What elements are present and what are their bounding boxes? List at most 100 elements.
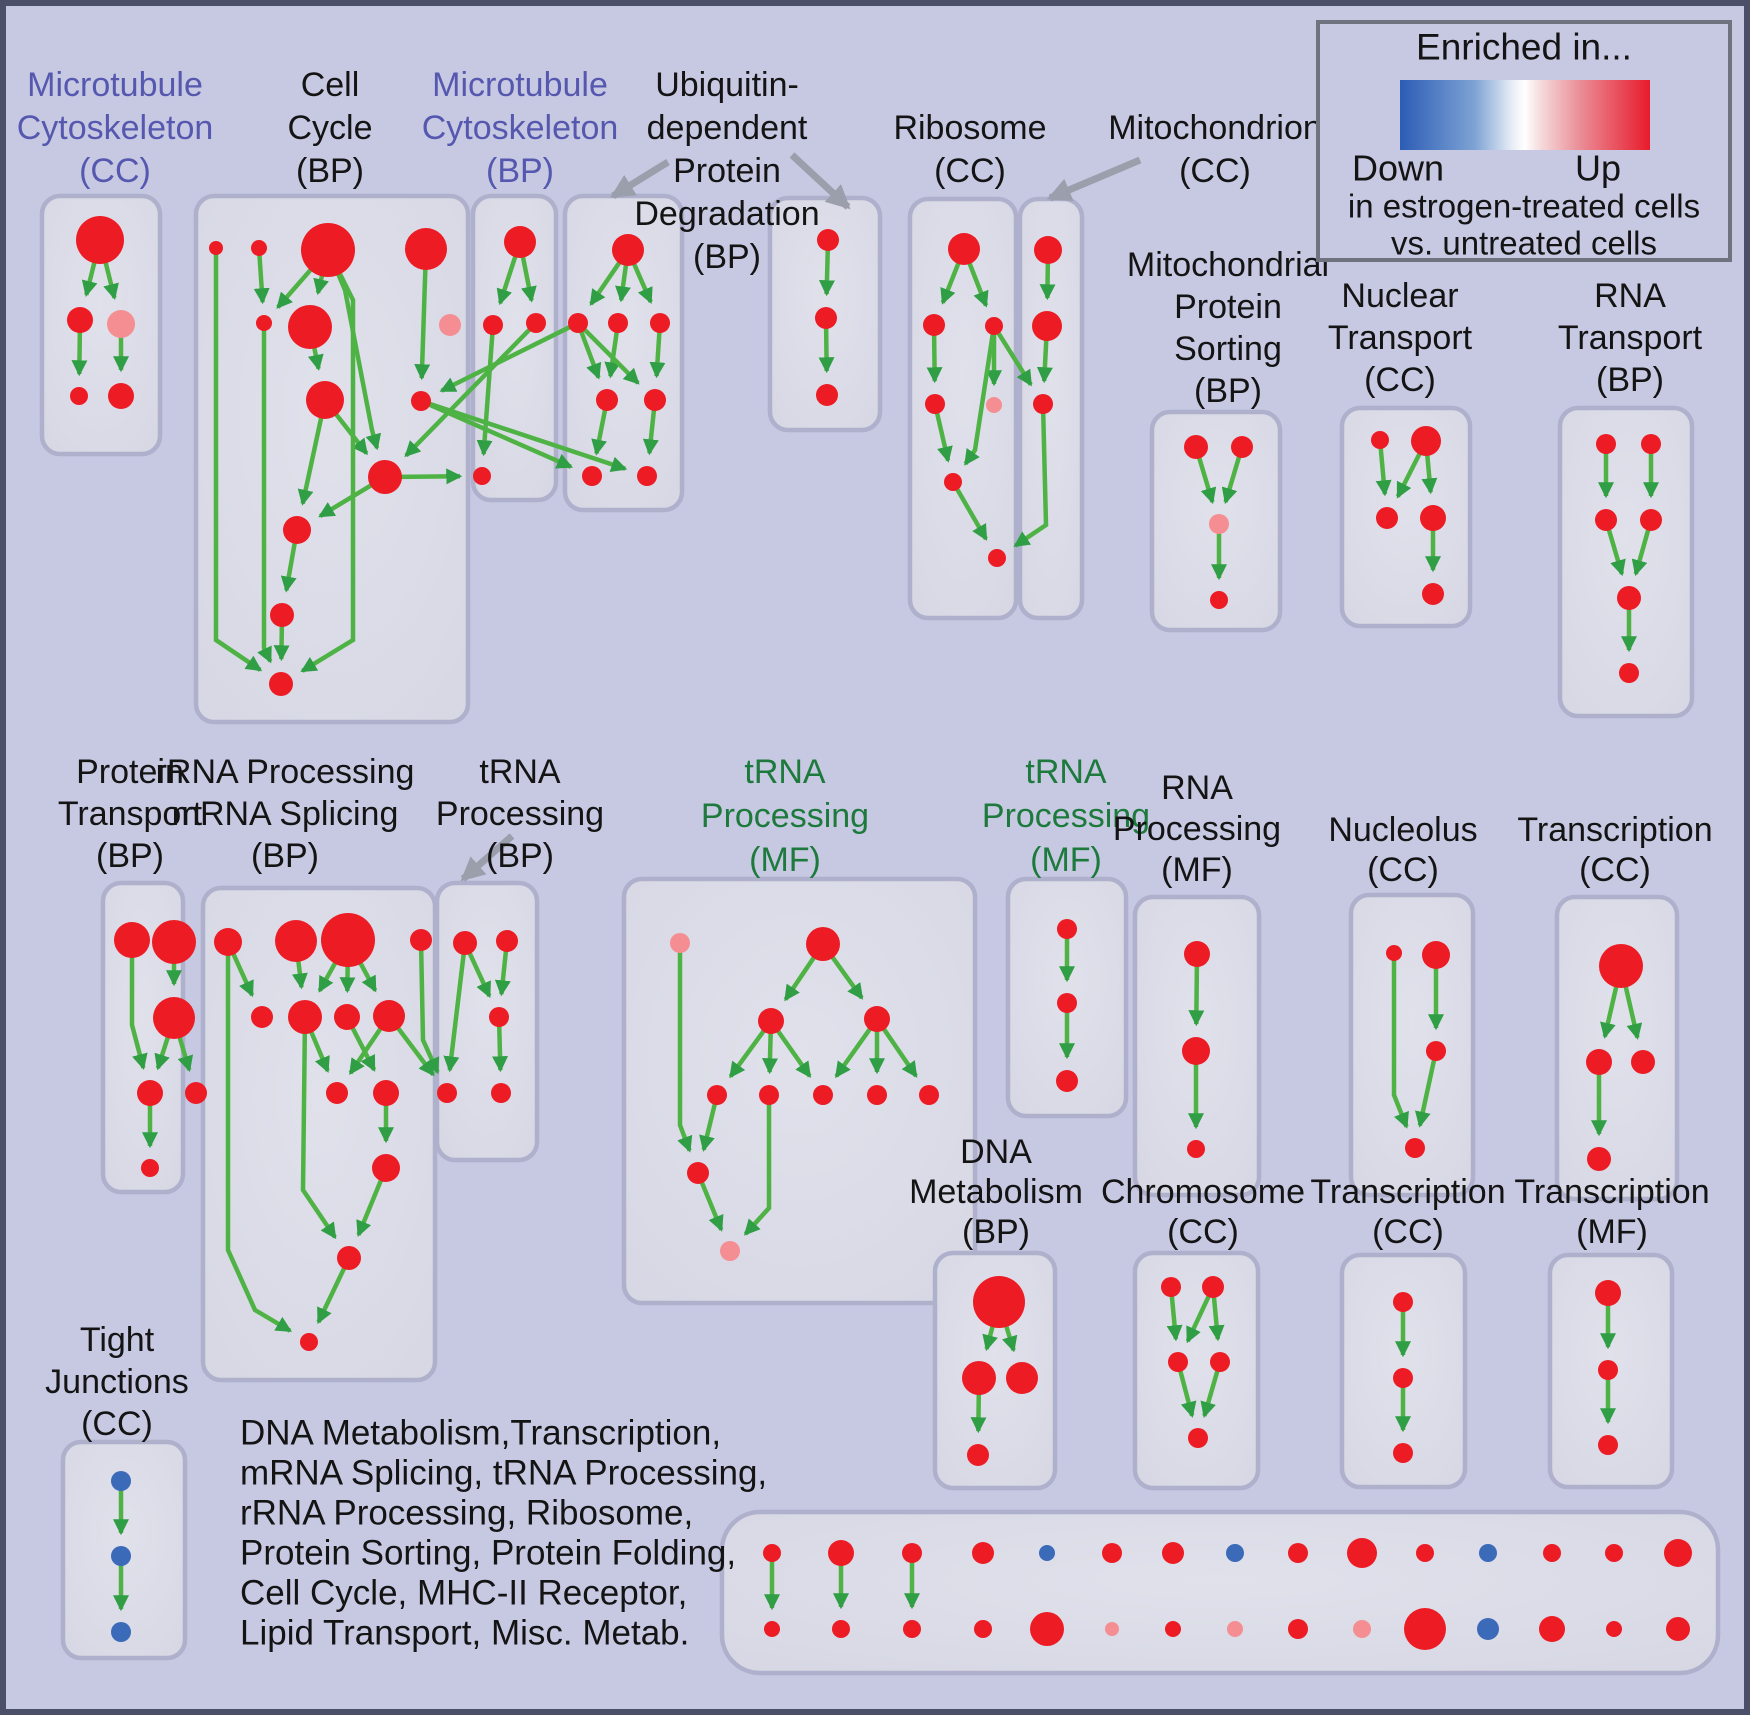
cluster-label-ribosome-line1: (CC): [934, 152, 1006, 190]
edge-trnamf1.2-to-trnamf1.5: [761, 1031, 778, 1075]
go-term-node-rnapmf-2: [1187, 1140, 1205, 1158]
edge-trnamf1.5-to-trnamf1.10: [743, 1103, 772, 1236]
edge-rrna.5-to-rrna.11: [300, 1031, 337, 1240]
go-term-node-mps-1: [1231, 436, 1253, 458]
go-term-node-mt-bp-2: [526, 313, 546, 333]
cluster-label-nt-line0: Nuclear: [1341, 277, 1458, 315]
go-term-node-nucleolus-1: [1422, 941, 1450, 969]
cluster-label-tj-line0: Tight: [80, 1321, 155, 1359]
go-term-node-transcc1-0: [1599, 944, 1643, 988]
cluster-label-nucleolus-line0: Nucleolus: [1328, 811, 1477, 849]
go-term-node-rnat-5: [1619, 663, 1639, 683]
cluster-label-cell-cycle-line0: Cell: [301, 66, 360, 104]
edge-cell-cycle.8-to-ubiq1.6: [427, 402, 573, 469]
go-term-node-ribosome-3: [925, 394, 945, 414]
go-term-node-trnamf2-2: [1056, 1070, 1078, 1092]
strip-node-bottom-13: [1606, 1621, 1622, 1637]
edge-mt-cc.0-to-mt-cc.1: [81, 260, 98, 297]
edge-ubiq1.1-to-ubiq1.5: [582, 327, 640, 385]
go-term-node-trnabp-2: [489, 1007, 509, 1027]
cluster-label-ubiq1-line0: Ubiquitin-: [655, 66, 799, 104]
strip-node-bottom-14: [1666, 1617, 1690, 1641]
strip-node-bottom-11: [1477, 1618, 1499, 1640]
edge-trnamf1.4-to-trnamf1.9: [699, 1102, 718, 1152]
edge-pt.2-to-pt.4: [177, 1035, 194, 1073]
edges-layer: [71, 152, 1659, 1612]
cluster-label-mps-line0: Mitochondrial: [1127, 246, 1329, 284]
edge-mt-bp.2-to-cell-cycle.9: [404, 327, 533, 458]
cluster-label-mps-line3: (BP): [1194, 372, 1262, 410]
go-term-node-mt-bp-1: [483, 315, 503, 335]
legend-gradient-bar: [1400, 80, 1650, 150]
edge-nucleolus.2-to-nucleolus.3: [1414, 1058, 1437, 1128]
footnote-line-0: DNA Metabolism,Transcription,: [240, 1414, 721, 1453]
go-term-node-tj-1: [111, 1546, 131, 1566]
cluster-label-trnamf1-line2: (MF): [749, 841, 821, 879]
go-term-node-tj-2: [111, 1622, 131, 1642]
cluster-label-nt-line1: Transport: [1328, 319, 1473, 357]
edge-mps.0-to-mps.2: [1196, 455, 1217, 505]
go-term-node-mt-bp-0: [504, 226, 536, 258]
legend-up-label: Up: [1575, 148, 1621, 189]
go-term-node-cell-cycle-3: [405, 228, 447, 270]
strip-node-top-4: [1039, 1545, 1055, 1561]
edge-chromosome.2-to-chromosome.4: [1177, 1369, 1197, 1418]
edge-pt.0-to-pt.3: [129, 956, 148, 1071]
misc-terms-strip: [719, 1509, 1721, 1676]
edge-ribosome.3-to-ribosome.5: [934, 411, 953, 463]
cluster-label-rrna-line1: mRNA Splicing: [172, 795, 399, 833]
edge-ubiq2.1-to-ubiq2.2: [818, 326, 835, 374]
edge-mps.1-to-mps.2: [1221, 454, 1242, 505]
go-term-node-rrna-8: [326, 1082, 348, 1104]
cluster-label-mps-line1: Protein: [1174, 288, 1282, 326]
edge-ribosome.0-to-ribosome.2: [966, 261, 989, 308]
edge-trnamf1.1-to-trnamf1.2: [783, 955, 817, 1002]
cluster-label-ribosome-line0: Ribosome: [893, 109, 1046, 147]
go-term-node-transcc1-2: [1631, 1050, 1655, 1074]
cluster-label-dnamet-line2: (BP): [962, 1213, 1030, 1251]
cluster-label-ubiq1-line1: dependent: [647, 109, 808, 147]
go-term-node-ubiq1-6: [582, 466, 602, 486]
legend-down-label: Down: [1352, 148, 1444, 189]
go-term-node-trnamf1-7: [867, 1085, 887, 1105]
edge-trnamf1.2-to-trnamf1.4: [728, 1028, 767, 1079]
edge-rrna.2-to-rrna.7: [357, 960, 378, 993]
go-term-node-trnamf1-2: [758, 1008, 784, 1034]
go-term-node-mt-cc-0: [76, 216, 124, 264]
go-term-node-ribosome-4: [986, 397, 1002, 413]
go-term-node-rnat-2: [1595, 509, 1617, 531]
footnote-line-2: rRNA Processing, Ribosome,: [240, 1494, 693, 1533]
edge-rnat.2-to-rnat.4: [1606, 527, 1626, 577]
go-term-node-ubiq1-3: [650, 313, 670, 333]
cluster-label-trnabp-line1: Processing: [436, 795, 604, 833]
cluster-label-mt-cc-line2: (CC): [79, 152, 151, 190]
strip-node-top-5: [1102, 1543, 1122, 1563]
cluster-box-ribosome: [907, 196, 1019, 621]
edge-cell-cycle.2-to-cell-cycle.4: [276, 267, 314, 309]
edge-cell-cycle.5-to-cell-cycle.7: [307, 346, 324, 371]
go-term-node-rnat-0: [1596, 434, 1616, 454]
cluster-label-mito-line0: Mitochondrion: [1108, 109, 1322, 147]
cluster-label-ubiq1-line3: Degradation: [634, 195, 819, 233]
go-term-node-ribosome-5: [944, 473, 962, 491]
go-term-node-transmf-0: [1595, 1280, 1621, 1306]
edge-transcc1.0-to-transcc1.2: [1623, 984, 1643, 1040]
cluster-label-mt-bp-line0: Microtubule: [432, 66, 608, 104]
go-term-node-trnamf1-1: [806, 927, 840, 961]
go-term-node-trnamf1-0: [670, 933, 690, 953]
edge-dnamet.0-to-dnamet.1: [982, 1324, 998, 1352]
cluster-label-rnat-line1: Transport: [1558, 319, 1703, 357]
go-term-node-ubiq1-4: [596, 389, 618, 411]
go-term-node-cell-cycle-9: [368, 460, 402, 494]
cluster-label-rnapmf-line2: (MF): [1161, 851, 1233, 889]
strip-node-bottom-1: [832, 1620, 850, 1638]
edge-trnabp.2-to-trnabp.4: [492, 1024, 509, 1073]
go-term-node-trnamf1-6: [813, 1085, 833, 1105]
edge-nt.0-to-nt.2: [1375, 446, 1392, 497]
cluster-label-trnamf2-line2: (MF): [1030, 841, 1102, 879]
cluster-label-chromosome-line1: (CC): [1167, 1213, 1239, 1251]
go-term-node-nt-3: [1420, 505, 1446, 531]
go-term-node-ubiq1-7: [637, 466, 657, 486]
